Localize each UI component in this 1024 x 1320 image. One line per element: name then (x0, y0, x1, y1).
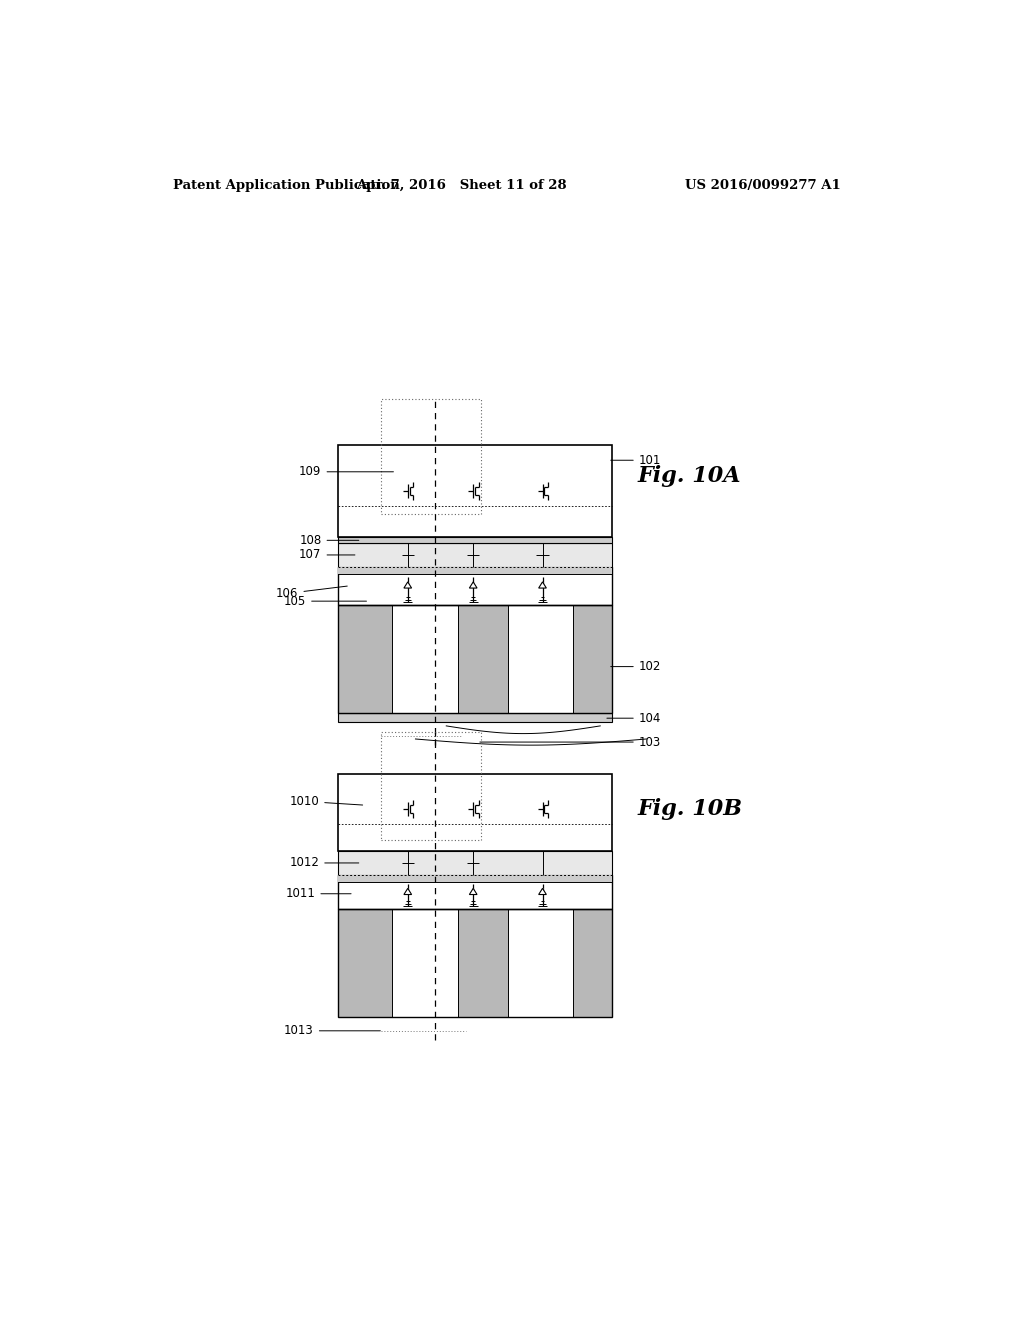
Text: 101: 101 (610, 454, 662, 467)
Text: 109: 109 (299, 465, 393, 478)
Bar (339, 566, 611, 574)
Polygon shape (403, 888, 412, 895)
Text: 1010: 1010 (290, 795, 362, 808)
Bar (339, 909, 392, 1016)
Bar (339, 909, 611, 1016)
Bar (339, 537, 611, 544)
Bar (573, 605, 611, 713)
Bar (392, 605, 458, 713)
Polygon shape (403, 582, 412, 589)
Text: 1012: 1012 (290, 857, 358, 870)
Text: 1013: 1013 (284, 1024, 380, 1038)
Bar (339, 544, 611, 566)
Text: 107: 107 (299, 548, 355, 561)
Bar (339, 851, 611, 875)
Bar (339, 605, 392, 713)
Bar (381, 733, 481, 840)
Bar (458, 605, 508, 713)
Polygon shape (469, 582, 477, 589)
Bar (392, 909, 458, 1016)
Text: 105: 105 (284, 594, 367, 607)
Bar (339, 605, 611, 713)
Text: US 2016/0099277 A1: US 2016/0099277 A1 (685, 178, 841, 191)
Bar (339, 875, 611, 882)
Bar (508, 605, 573, 713)
Text: 108: 108 (299, 533, 358, 546)
Bar (573, 909, 611, 1016)
Bar (339, 566, 611, 605)
Text: 106: 106 (276, 586, 347, 601)
Text: Fig. 10B: Fig. 10B (637, 799, 742, 820)
Bar (508, 909, 573, 1016)
Bar (339, 713, 611, 722)
Text: Fig. 10A: Fig. 10A (637, 465, 740, 487)
Text: Patent Application Publication: Patent Application Publication (173, 178, 399, 191)
Polygon shape (539, 888, 547, 895)
Bar (339, 775, 611, 851)
Text: 1011: 1011 (286, 887, 351, 900)
Bar (381, 399, 481, 515)
Text: 103: 103 (480, 735, 662, 748)
Text: 102: 102 (610, 660, 662, 673)
Polygon shape (469, 888, 477, 895)
Text: 104: 104 (607, 711, 662, 725)
Bar (339, 445, 611, 537)
Polygon shape (539, 582, 547, 589)
Bar (339, 875, 611, 909)
Text: Apr. 7, 2016   Sheet 11 of 28: Apr. 7, 2016 Sheet 11 of 28 (356, 178, 567, 191)
Bar (458, 909, 508, 1016)
